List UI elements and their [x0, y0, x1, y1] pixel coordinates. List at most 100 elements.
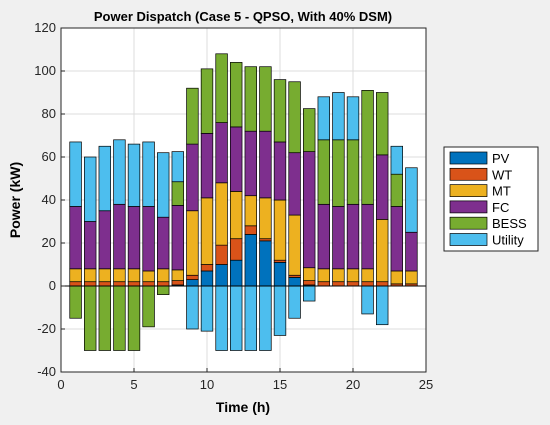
- bar-bess-h3: [98, 285, 111, 351]
- bar-mt-h16: [288, 214, 301, 276]
- bar-utility-h6: [142, 141, 155, 207]
- bar-wt-h17: [303, 280, 316, 286]
- y-tick-label: -20: [37, 321, 56, 336]
- bar-fc-h7: [157, 216, 170, 270]
- bar-mt-h9: [186, 210, 199, 276]
- bar-wt-h8: [171, 280, 184, 286]
- ticks-layer: -40 -20 0 20 40 60 80 100 120 0 5 10 15 20 25: [34, 20, 433, 392]
- bar-utility-h4: [113, 139, 126, 205]
- bar-wt-h20: [346, 281, 360, 287]
- bar-bess-h10: [200, 68, 214, 134]
- bar-utility-h14: [259, 285, 272, 351]
- chart-title: Power Dispatch (Case 5 - QPSO, With 40% …: [94, 9, 392, 24]
- bar-bess-h7: [157, 285, 170, 295]
- bar-mt-h18: [317, 268, 330, 283]
- bar-mt-h10: [200, 197, 214, 265]
- bar-bess-h21: [361, 89, 374, 205]
- bar-mt-h5: [127, 268, 141, 283]
- bar-bess-h15: [273, 79, 287, 143]
- bar-wt-h22: [376, 281, 389, 287]
- bar-bess-h14: [259, 66, 272, 132]
- legend-label-wt: WT: [492, 167, 512, 182]
- bar-utility-h15: [273, 285, 287, 336]
- bar-fc-h13: [244, 130, 257, 197]
- legend-label-fc: FC: [492, 200, 509, 215]
- bar-fc-h8: [171, 205, 184, 271]
- bar-fc-h4: [113, 203, 126, 270]
- bar-utility-h5: [127, 143, 141, 207]
- bar-bess-h9: [186, 87, 199, 145]
- bar-fc-h16: [288, 152, 301, 216]
- bar-pv-h14: [259, 240, 272, 287]
- bar-utility-h22: [376, 285, 389, 326]
- bar-mt-h20: [346, 268, 360, 283]
- bar-bess-h11: [215, 53, 228, 123]
- bar-fc-h3: [98, 210, 111, 270]
- bar-fc-h2: [84, 221, 97, 270]
- legend-swatch-fc: [449, 200, 488, 214]
- bar-fc-h19: [332, 206, 345, 270]
- bar-mt-h7: [157, 268, 170, 283]
- bar-wt-h13: [244, 225, 257, 235]
- bar-bess-h19: [332, 139, 345, 207]
- legend-swatch-mt: [449, 184, 488, 197]
- bar-utility-h18: [317, 96, 330, 141]
- bar-fc-h21: [361, 203, 374, 270]
- bar-utility-h1: [69, 141, 82, 207]
- bar-wt-h4: [113, 281, 126, 287]
- bar-utility-h17: [303, 285, 316, 302]
- bar-mt-h4: [113, 268, 126, 283]
- bar-wt-h18: [317, 281, 330, 287]
- bar-utility-h7: [157, 152, 170, 218]
- bar-pv-h9: [186, 279, 199, 287]
- legend-label-pv: PV: [492, 151, 510, 166]
- legend-swatch-bess: [449, 216, 488, 230]
- bar-utility-h12: [230, 285, 243, 351]
- bar-wt-h19: [332, 281, 345, 287]
- bar-pv-h15: [273, 262, 287, 287]
- y-tick-label: 100: [34, 63, 56, 78]
- bar-mt-h21: [361, 268, 374, 283]
- bar-pv-h13: [244, 234, 257, 287]
- bar-wt-h1: [69, 281, 82, 287]
- bar-bess-h13: [244, 66, 257, 132]
- bar-wt-h7: [157, 281, 170, 287]
- legend-swatch-pv: [449, 151, 488, 165]
- bar-wt-h3: [98, 281, 111, 287]
- bar-wt-h11: [215, 244, 228, 265]
- bar-utility-h13: [244, 285, 257, 351]
- x-tick-label: 20: [346, 377, 360, 392]
- x-axis-label: Time (h): [216, 399, 270, 415]
- x-tick-label: 25: [419, 377, 433, 392]
- bar-fc-h15: [273, 141, 287, 201]
- bar-wt-h9: [186, 274, 199, 280]
- bar-utility-h23: [390, 145, 403, 175]
- bar-fc-h9: [186, 143, 199, 212]
- bar-fc-h24: [405, 231, 418, 272]
- legend-label-mt: MT: [492, 184, 511, 199]
- bar-mt-h19: [332, 268, 345, 283]
- bar-utility-h8: [171, 151, 184, 183]
- bar-bess-h2: [84, 285, 97, 351]
- bar-utility-h3: [98, 145, 111, 212]
- bar-mt-h22: [376, 219, 389, 283]
- bar-wt-h6: [142, 281, 155, 287]
- bar-fc-h10: [200, 133, 214, 199]
- bar-mt-h8: [171, 269, 184, 281]
- x-tick-label: 15: [273, 377, 287, 392]
- bar-bess-h22: [376, 92, 389, 156]
- y-axis-label: Power (kW): [7, 162, 23, 238]
- bar-mt-h23: [390, 270, 403, 285]
- bar-mt-h17: [303, 267, 316, 281]
- y-tick-label: 20: [42, 235, 56, 250]
- bar-pv-h11: [215, 264, 228, 287]
- bar-mt-h13: [244, 195, 257, 227]
- bar-wt-h21: [361, 281, 374, 287]
- legend-swatch-utility: [449, 233, 488, 246]
- bar-fc-h17: [303, 151, 316, 269]
- bar-fc-h1: [69, 206, 82, 270]
- bar-mt-h3: [98, 268, 111, 283]
- bar-utility-h16: [288, 285, 301, 319]
- bar-wt-h10: [200, 264, 214, 272]
